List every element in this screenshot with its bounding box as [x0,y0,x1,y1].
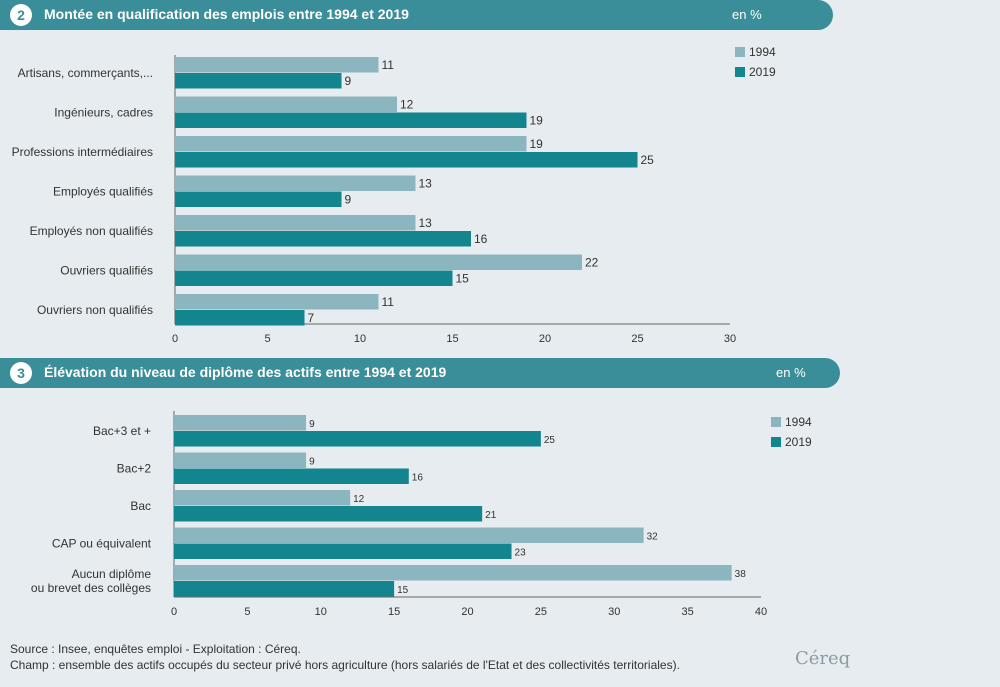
legend-label: 1994 [749,45,776,59]
chart-3-number: 3 [10,362,32,384]
bar-1994 [175,175,416,191]
bar-2019 [175,191,342,207]
x-tick-label: 35 [682,606,694,618]
chart-2-number: 2 [10,4,32,26]
x-tick-label: 0 [172,333,178,345]
category-label: Ouvriers qualifiés [60,263,153,277]
category-label: Professions intermédiaires [12,145,153,159]
x-tick-label: 25 [631,333,643,345]
source-note: Source : Insee, enquêtes emploi - Exploi… [10,642,301,656]
bar-1994 [175,254,582,270]
bar-1994 [174,452,307,468]
bar-2019 [174,581,395,597]
bar-1994 [175,294,379,310]
data-label: 9 [345,192,352,206]
x-tick-label: 40 [755,606,767,618]
chart-3-header: 3 Élévation du niveau de diplôme des act… [0,358,840,388]
bar-2019 [174,506,483,522]
legend-label: 1994 [785,415,812,429]
data-label: 12 [353,494,365,505]
bar-1994 [174,490,351,506]
legend-label: 2019 [749,65,776,79]
chart-3-title: Élévation du niveau de diplôme des actif… [44,364,447,380]
x-tick-label: 5 [244,606,250,618]
data-label: 19 [530,137,544,151]
bar-1994 [175,96,397,112]
data-label: 25 [544,435,556,446]
data-label: 32 [647,531,659,542]
bar-2019 [174,468,409,484]
data-label: 11 [382,295,395,309]
x-tick-label: 10 [354,333,366,345]
category-label: Employés qualifiés [53,184,153,198]
bar-1994 [175,57,379,73]
category-label: Ouvriers non qualifiés [37,303,153,317]
data-label: 23 [515,547,527,558]
legend-swatch-2019 [771,437,781,447]
data-label: 22 [585,255,599,269]
bar-1994 [174,415,307,431]
category-label: Aucun diplôme [72,567,152,581]
x-tick-label: 20 [539,333,551,345]
data-label: 13 [419,176,433,190]
champ-note: Champ : ensemble des actifs occupés du s… [10,658,680,672]
legend-swatch-1994 [735,47,745,57]
bar-2019 [174,543,512,559]
data-label: 16 [412,472,424,483]
legend-swatch-1994 [771,417,781,427]
data-label: 11 [382,58,395,72]
bar-1994 [175,215,416,231]
x-tick-label: 30 [608,606,620,618]
chart-2-unit: en % [732,7,762,22]
bar-2019 [175,152,638,168]
data-label: 7 [308,311,315,325]
category-label: Ingénieurs, cadres [54,105,153,119]
data-label: 38 [735,569,747,580]
data-label: 13 [419,216,433,230]
chart-3-plot: 0 5 10 15 20 25 30 35 40 9 25 Bac+3 et + 9 16 Bac+2 12 2… [31,411,812,618]
cereq-logo: Céreq [795,648,851,669]
x-tick-label: 5 [264,333,270,345]
x-tick-label: 20 [461,606,473,618]
category-label: Bac+3 et + [93,424,151,438]
legend-swatch-2019 [735,67,745,77]
x-tick-label: 15 [446,333,458,345]
x-tick-label: 15 [388,606,400,618]
category-label: Bac [130,499,151,513]
chart-2-header: 2 Montée en qualification des emplois en… [0,0,833,30]
chart-3-unit: en % [776,365,806,380]
category-label: Employés non qualifiés [30,224,153,238]
data-label: 9 [309,456,315,467]
x-tick-label: 25 [535,606,547,618]
bar-1994 [174,527,644,543]
bar-2019 [175,112,527,128]
data-label: 12 [400,97,414,111]
data-label: 25 [641,153,655,167]
category-label: Artisans, commerçants,... [18,66,153,80]
data-label: 9 [345,74,352,88]
data-label: 19 [530,113,544,127]
bar-1994 [174,565,732,581]
bar-2019 [175,73,342,89]
chart-2-plot: 0 5 10 15 20 25 30 11 9 Artisans, commerçants,...… [12,45,776,345]
x-tick-label: 0 [171,606,177,618]
bar-2019 [175,231,471,247]
data-label: 16 [474,232,488,246]
bar-1994 [175,136,527,152]
data-label: 9 [309,419,315,430]
category-label: CAP ou équivalent [52,536,152,550]
category-label: ou brevet des collèges [31,581,151,595]
x-tick-label: 10 [315,606,327,618]
data-label: 21 [485,510,497,521]
footer: Source : Insee, enquêtes emploi - Exploi… [10,641,680,673]
chart-2-title: Montée en qualification des emplois entr… [44,6,409,22]
bar-2019 [175,270,453,286]
bar-2019 [174,431,541,447]
category-label: Bac+2 [117,461,152,475]
bar-2019 [175,310,305,326]
legend-label: 2019 [785,435,812,449]
data-label: 15 [397,585,409,596]
x-tick-label: 30 [724,333,736,345]
data-label: 15 [456,271,470,285]
